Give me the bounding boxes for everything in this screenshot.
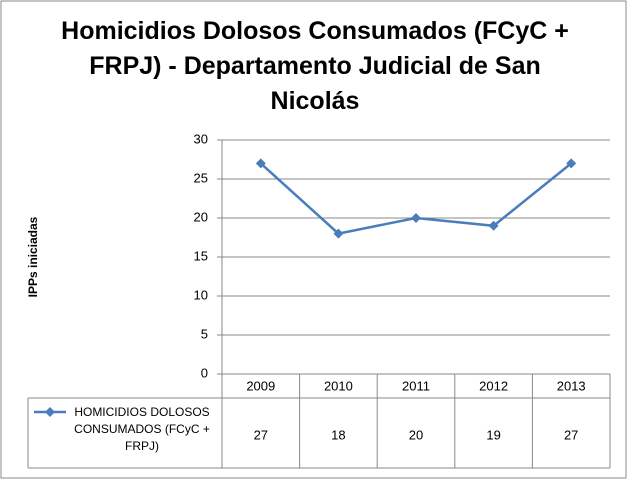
legend-marker xyxy=(45,407,55,417)
chart-title: Homicidios Dolosos Consumados (FCyC + FR… xyxy=(61,17,569,115)
marker xyxy=(488,220,499,231)
marker xyxy=(255,158,266,169)
y-axis-label: IPPs iniciadas xyxy=(26,216,40,297)
y-tick-label: 0 xyxy=(201,365,208,380)
marker xyxy=(566,158,577,169)
x-tick-label: 2009 xyxy=(246,378,275,393)
y-tick-label: 25 xyxy=(194,170,208,185)
series-line xyxy=(259,162,572,235)
y-tick-label: 30 xyxy=(194,131,208,146)
x-tick-label: 2013 xyxy=(557,378,586,393)
marker xyxy=(411,213,421,223)
x-tick-label: 2010 xyxy=(324,378,353,393)
x-tick-label: 2011 xyxy=(402,378,430,393)
y-tick-label: 10 xyxy=(194,287,208,302)
y-tick-label: 20 xyxy=(194,209,208,224)
table-value: 27 xyxy=(254,427,268,442)
table-value: 20 xyxy=(409,427,423,442)
legend-label: HOMICIDIOS DOLOSOS CONSUMADOS (FCyC + FR… xyxy=(74,405,210,453)
y-tick-label: 15 xyxy=(194,248,208,263)
table-value: 27 xyxy=(564,427,578,442)
y-tick-label: 5 xyxy=(201,326,208,341)
marker xyxy=(333,228,344,239)
table-value: 19 xyxy=(486,427,500,442)
x-tick-label: 2012 xyxy=(479,378,508,393)
table-value: 18 xyxy=(331,427,345,442)
